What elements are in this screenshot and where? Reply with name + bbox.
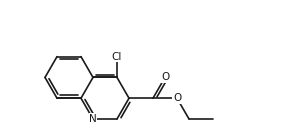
- Text: N: N: [89, 114, 97, 124]
- Text: O: O: [161, 72, 169, 82]
- Text: O: O: [173, 93, 181, 103]
- Text: Cl: Cl: [112, 52, 122, 62]
